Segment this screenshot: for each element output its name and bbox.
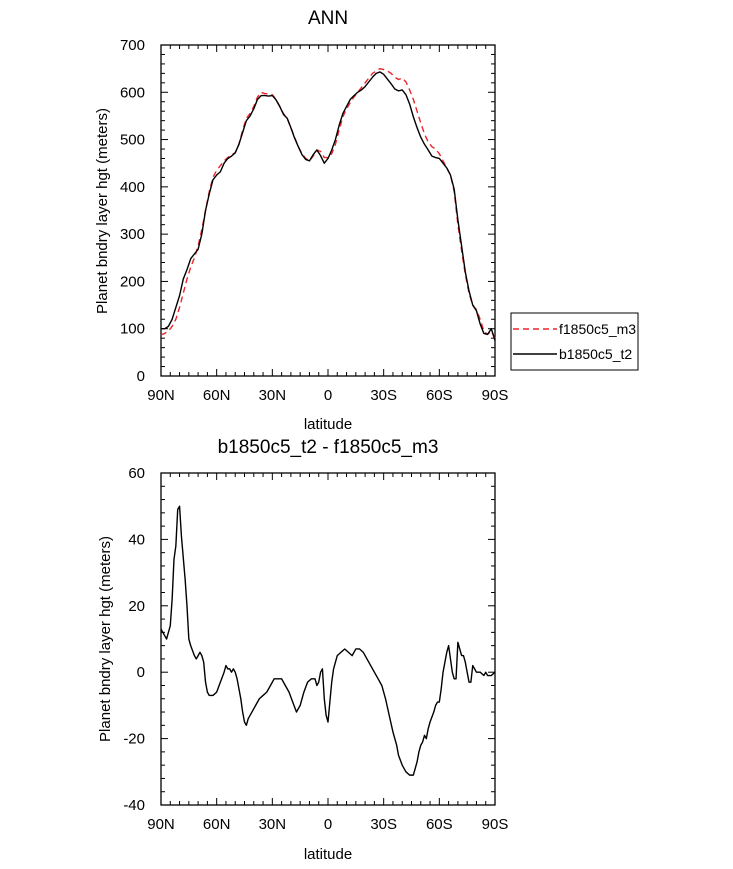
legend: f1850c5_m3 b1850c5_t2: [510, 312, 639, 371]
chart-top-xlabel: latitude: [304, 416, 352, 433]
top-xtick-label: 60N: [203, 387, 231, 404]
top-xtick-label: 90N: [147, 387, 175, 404]
chart-bottom-ticks: [160, 472, 496, 806]
bottom-ytick-label: -20: [123, 731, 145, 748]
bottom-ytick-label: 0: [137, 664, 145, 681]
top-xtick-label: 60S: [426, 387, 453, 404]
chart-top: ANN 90N 60N 30N 0 30S 60S 90S 0 100 200 300 400 500 6…: [94, 8, 639, 433]
top-xtick-label: 90S: [482, 387, 509, 404]
top-ytick-label: 600: [120, 84, 145, 101]
top-series-line-f1850c5-m3: [160, 67, 496, 339]
top-ytick-label: 100: [120, 321, 145, 338]
chart-bottom-frame: [160, 472, 496, 806]
top-ytick-label: 700: [120, 37, 145, 54]
bottom-ytick-label: 60: [128, 465, 145, 482]
top-xtick-label: 30N: [259, 387, 287, 404]
legend-box: [510, 312, 639, 371]
chart-bottom: b1850c5_t2 - f1850c5_m3 90N 60N 30N 0 30S 60S…: [97, 437, 508, 863]
bottom-xtick-label: 30S: [370, 816, 397, 833]
chart-bottom-series: [160, 505, 496, 776]
legend-label-b1850c5-t2: b1850c5_t2: [559, 346, 632, 362]
top-ytick-label: 200: [120, 273, 145, 290]
chart-top-ylabel: Planet bndry layer hgt (meters): [94, 108, 111, 314]
chart-top-series: [160, 67, 496, 341]
bottom-ytick-label: 20: [128, 598, 145, 615]
chart-top-ticks: [160, 44, 496, 377]
top-ytick-label: 400: [120, 179, 145, 196]
legend-label-f1850c5-m3: f1850c5_m3: [559, 321, 636, 337]
chart-bottom-xlabel: latitude: [304, 846, 352, 863]
top-series-line-b1850c5-t2: [161, 71, 496, 341]
bottom-xtick-label: 90S: [482, 816, 509, 833]
top-ytick-label: 0: [137, 368, 145, 385]
bottom-series-line-0: [160, 505, 496, 776]
bottom-xtick-label: 60S: [426, 816, 453, 833]
bottom-xtick-label: 90N: [147, 816, 175, 833]
bottom-ytick-label: 40: [128, 531, 145, 548]
chart-bottom-tick-labels: 90N 60N 30N 0 30S 60S 90S -40 -20 0 20 40 60: [123, 465, 508, 833]
chart-bottom-title: b1850c5_t2 - f1850c5_m3: [218, 437, 439, 458]
bottom-ytick-label: -40: [123, 797, 145, 814]
bottom-xtick-label: 0: [324, 816, 332, 833]
chart-top-tick-labels: 90N 60N 30N 0 30S 60S 90S 0 100 200 300 400 500 600 70…: [120, 37, 508, 404]
chart-top-title: ANN: [308, 8, 348, 29]
top-ytick-label: 500: [120, 132, 145, 149]
top-xtick-label: 30S: [370, 387, 397, 404]
bottom-xtick-label: 60N: [203, 816, 231, 833]
chart-bottom-ylabel: Planet bndry layer hgt (meters): [97, 536, 114, 742]
top-xtick-label: 0: [324, 387, 332, 404]
bottom-xtick-label: 30N: [259, 816, 287, 833]
chart-top-frame: [160, 44, 496, 377]
top-ytick-label: 300: [120, 226, 145, 243]
